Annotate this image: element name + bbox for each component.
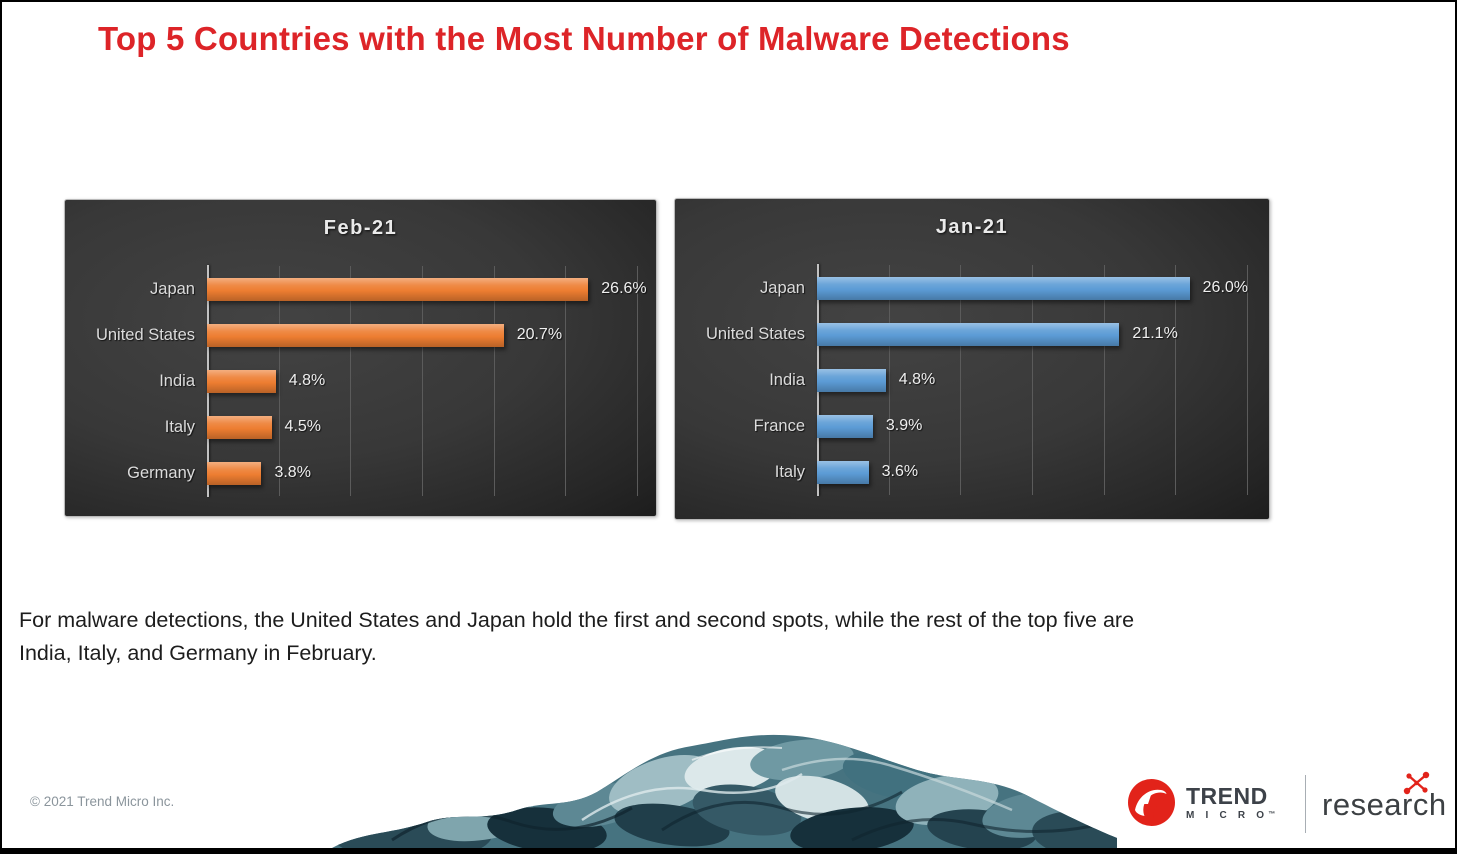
gridline: [1103, 265, 1105, 495]
trend-micro-ball-icon: [1128, 779, 1175, 826]
bar-row: 4.8%: [817, 357, 1247, 403]
gridline: [493, 266, 495, 496]
bar: [207, 415, 272, 439]
bar: [207, 461, 262, 485]
feb-21-plot-area: 26.6% 20.7% 4.8% 4.5% 3.8%: [207, 265, 647, 497]
bar-value-label: 4.8%: [288, 372, 326, 389]
gridline: [1175, 265, 1177, 495]
bar: [207, 323, 504, 347]
category-label: India: [159, 371, 195, 390]
bar-row: 4.8%: [207, 358, 637, 404]
copyright-text: © 2021 Trend Micro Inc.: [30, 794, 175, 809]
feb-21-category-labels: Japan United States India Italy Germany: [65, 266, 195, 496]
research-molecule-icon: [1403, 771, 1430, 795]
page-title: Top 5 Countries with the Most Number of …: [98, 20, 1070, 57]
chart-title-jan-21: Jan-21: [935, 216, 1009, 238]
gridline: [422, 266, 423, 496]
feb-21-bars: 26.6% 20.7% 4.8% 4.5% 3.8%: [207, 266, 647, 496]
gridline: [278, 266, 280, 496]
category-label: Japan: [150, 279, 195, 298]
category-label: United States: [705, 324, 805, 343]
bar-value-label: 20.7%: [516, 326, 563, 343]
bar-row: 26.0%: [817, 265, 1249, 311]
bar: [207, 369, 276, 393]
trademark-symbol: ™: [1268, 811, 1276, 818]
jan-21-bar-chart: Jan-21 Japan United States India France Ital…: [674, 198, 1270, 520]
jan-21-bars: 26.0% 21.1% 4.8% 3.9% 3.6%: [817, 265, 1249, 495]
bar-value-label: 21.1%: [1132, 325, 1178, 342]
category-label: France: [753, 416, 805, 435]
logo-divider: [1305, 775, 1306, 833]
jan-21-category-labels: Japan United States India France Italy: [675, 265, 805, 495]
research-label: research: [1322, 787, 1447, 822]
category-label: Germany: [127, 463, 195, 482]
bar-value-label: 4.8%: [898, 371, 936, 388]
bar: [207, 277, 589, 301]
bar-value-label: 3.6%: [881, 463, 919, 480]
gridline: [888, 265, 890, 495]
bar-row: 3.9%: [817, 403, 1247, 449]
chart-title-feb-21: Feb-21: [323, 217, 398, 239]
bar-row: 20.7%: [207, 312, 637, 358]
summary-line-2: India, Italy, and Germany in February.: [19, 641, 377, 666]
bar: [817, 414, 873, 438]
bar: [817, 322, 1120, 346]
category-label: India: [769, 370, 805, 389]
brand-trend-label: TREND: [1186, 783, 1268, 809]
gridline: [637, 266, 638, 496]
gridline: [350, 266, 352, 496]
jan-21-plot-area: 26.0% 21.1% 4.8% 3.9% 3.6%: [817, 264, 1249, 496]
bar-value-label: 26.6%: [601, 280, 647, 297]
gridline: [1247, 265, 1248, 495]
trend-micro-wordmark: TREND M I C R O™: [1186, 785, 1275, 821]
summary-line-1: For malware detections, the United State…: [19, 608, 1135, 632]
bar-row: 4.5%: [207, 404, 637, 450]
gridline: [960, 265, 962, 495]
bar-row: 3.8%: [207, 450, 637, 496]
category-label: United States: [95, 325, 195, 344]
bar: [817, 460, 869, 484]
category-label: Italy: [774, 462, 805, 481]
gridline: [565, 266, 567, 496]
bar-value-label: 3.9%: [885, 417, 923, 434]
bar-row: 21.1%: [817, 311, 1247, 357]
wave-art-image: [332, 734, 1117, 848]
bar: [817, 276, 1190, 300]
trend-micro-logo: TREND M I C R O™ research: [1128, 771, 1448, 838]
category-label: Japan: [760, 278, 805, 297]
bar-row: 26.6%: [207, 266, 647, 312]
bar-value-label: 3.8%: [274, 464, 311, 481]
bar-row: 3.6%: [817, 449, 1247, 495]
feb-21-bar-chart: Feb-21 Japan United States India Italy Germa…: [64, 199, 657, 517]
category-label: Italy: [164, 417, 195, 436]
bar-value-label: 4.5%: [284, 418, 321, 435]
summary-paragraph: For malware detections, the United State…: [19, 604, 1349, 671]
brand-micro-label: M I C R O™: [1186, 810, 1276, 821]
bar-value-label: 26.0%: [1202, 279, 1249, 296]
bar: [817, 368, 886, 392]
gridline: [1032, 265, 1033, 495]
